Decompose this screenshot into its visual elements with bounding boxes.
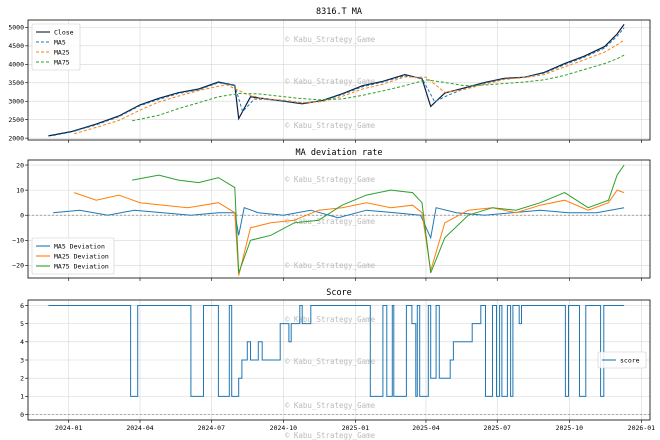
y-tick-label: 0: [20, 411, 24, 419]
y-tick-label: 6: [20, 302, 24, 310]
watermark: © Kabu_Strategy_Game: [285, 431, 376, 440]
series-line-ma5: [53, 27, 625, 137]
legend-box: [31, 23, 81, 71]
x-tick-label: 2025-07: [484, 424, 511, 432]
series-line-ma25: [74, 39, 625, 135]
y-tick-label: 1: [20, 393, 24, 401]
x-tick-label: 2026-01: [628, 424, 655, 432]
watermark: © Kabu_Strategy_Game: [285, 121, 376, 130]
legend-box: [31, 237, 115, 275]
watermark: © Kabu_Strategy_Game: [285, 315, 376, 324]
y-tick-label: 3000: [8, 98, 24, 106]
panel-title: Score: [326, 288, 352, 298]
series-line-ma75-deviation: [132, 164, 625, 274]
x-tick-label: 2024-10: [270, 424, 297, 432]
y-tick-label: 0: [20, 212, 24, 220]
x-tick-label: 2024-07: [198, 424, 225, 432]
panel-3: Score 6 5 4 3 2 1 0 © Kabu_Strategy_Game © Kabu_S…: [20, 288, 655, 432]
legend-label: MA25 Deviation: [54, 252, 109, 260]
plot-frame: [27, 299, 651, 421]
y-tick-label: 2000: [8, 134, 24, 142]
y-tick-label: 5000: [8, 24, 24, 32]
legend: Close MA5 MA25 MA75: [31, 23, 81, 71]
y-tick-label: 3500: [8, 79, 24, 87]
y-tick-label: 4500: [8, 42, 24, 50]
watermark: © Kabu_Strategy_Game: [285, 261, 376, 270]
y-tick-label: 10: [16, 186, 24, 194]
watermark: © Kabu_Strategy_Game: [285, 175, 376, 184]
y-tick-label: 2: [20, 374, 24, 382]
panel-title: 8316.T MA: [316, 7, 362, 17]
legend: score: [597, 351, 647, 369]
y-tick-label: −20: [12, 262, 24, 270]
legend-label: MA5 Deviation: [54, 242, 105, 250]
x-tick-label: 2025-01: [342, 424, 369, 432]
watermark: © Kabu_Strategy_Game: [285, 217, 376, 226]
plot-frame: [27, 159, 651, 279]
legend-label: MA75 Deviation: [54, 262, 109, 270]
y-tick-label: −10: [12, 237, 24, 245]
x-tick-label: 2024-04: [126, 424, 153, 432]
x-tick-label: 2025-10: [556, 424, 583, 432]
legend-label: Close: [54, 28, 74, 36]
watermark: © Kabu_Strategy_Game: [285, 77, 376, 86]
legend-label: MA5: [54, 38, 66, 46]
legend-label: score: [620, 356, 640, 364]
watermark: © Kabu_Strategy_Game: [285, 35, 376, 44]
series-line-ma25-deviation: [74, 189, 625, 276]
legend: MA5 Deviation MA25 Deviation MA75 Deviatio…: [31, 237, 115, 275]
series-line-close: [48, 24, 625, 137]
x-tick-label: 2025-04: [412, 424, 439, 432]
series-line-ma5-deviation: [53, 207, 625, 240]
panel-1: 8316.T MA 2000 2500 3000 3500 4000 4500 5000 © K…: [8, 7, 651, 143]
watermark: © Kabu_Strategy_Game: [285, 357, 376, 366]
series-line-score: [48, 305, 625, 397]
legend-box: [597, 351, 647, 369]
y-tick-label: 4000: [8, 61, 24, 69]
panel-title: MA deviation rate: [296, 148, 383, 158]
y-tick-label: 4: [20, 338, 24, 346]
y-tick-label: 3: [20, 356, 24, 364]
y-tick-label: 2500: [8, 116, 24, 124]
legend-label: MA75: [54, 58, 70, 66]
x-tick-label: 2024-01: [55, 424, 82, 432]
y-tick-label: 5: [20, 320, 24, 328]
legend-label: MA25: [54, 48, 70, 56]
y-tick-label: 20: [16, 161, 24, 169]
panel-2: MA deviation rate 20 10 0 −10 −20 © Kabu_Strat…: [12, 148, 651, 281]
series-line-ma75: [132, 54, 625, 122]
plot-frame: [27, 19, 651, 141]
watermark: © Kabu_Strategy_Game: [285, 401, 376, 410]
